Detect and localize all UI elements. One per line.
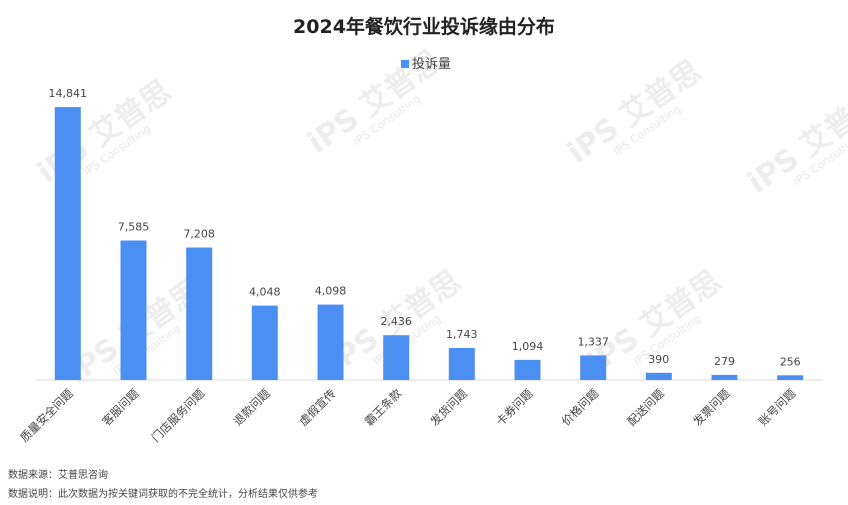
x-tick-label-8: 卡券问题	[493, 386, 536, 429]
value-label-7: 1,743	[446, 328, 478, 341]
watermark-brand: iPS 艾普思	[561, 54, 707, 171]
x-tick-label-1: 质量安全问题	[17, 386, 76, 445]
legend: 投诉量	[401, 56, 451, 72]
bar-2	[120, 240, 147, 380]
x-tick-label-10: 配送问题	[624, 386, 667, 429]
value-label-3: 7,208	[183, 228, 215, 241]
legend-swatch	[401, 60, 409, 68]
value-label-10: 390	[648, 353, 669, 366]
data-source-text: 数据来源：艾普思咨询	[8, 470, 108, 481]
value-labels-group: 14,841 7,585 7,208 4,048 4,098 2,436 1,743 1,09…	[49, 87, 801, 368]
value-label-1: 14,841	[49, 87, 88, 100]
bar-5	[317, 304, 344, 380]
value-label-8: 1,094	[512, 340, 544, 353]
value-label-2: 7,585	[118, 221, 150, 234]
x-tick-label-5: 虚假宣传	[296, 386, 338, 428]
data-note-text: 数据说明：此次数据为按关键词获取的不完全统计，分析结果仅供参考	[8, 489, 318, 500]
value-label-6: 2,436	[380, 315, 412, 328]
x-tick-labels-group: 质量安全问题 客服问题 门店服务问题 退款问题 虚假宣传 霸王条款 发货问题 卡券问题 价格问题…	[17, 386, 798, 445]
bars-group	[54, 107, 804, 380]
bar-10	[645, 372, 672, 380]
value-label-9: 1,337	[577, 335, 609, 348]
x-tick-label-9: 价格问题	[559, 386, 602, 429]
x-tick-label-6: 霸王条款	[362, 386, 405, 429]
value-label-4: 4,048	[249, 286, 281, 299]
bar-6	[383, 335, 410, 380]
chart-title: 2024年餐饮行业投诉缘由分布	[293, 15, 555, 38]
bar-9	[580, 355, 607, 380]
value-label-11: 279	[714, 355, 735, 368]
bar-11	[711, 374, 738, 380]
bar-3	[186, 247, 213, 380]
x-tick-label-3: 门店服务问题	[149, 386, 208, 445]
bar-8	[514, 359, 541, 380]
legend-entry: 投诉量	[412, 56, 451, 72]
x-tick-label-11: 发票问题	[690, 386, 733, 429]
bar-7	[448, 348, 475, 380]
bar-4	[251, 305, 278, 380]
bar-1	[54, 107, 81, 380]
x-tick-label-4: 退款问题	[230, 386, 273, 429]
bar-12	[777, 375, 804, 380]
value-label-12: 256	[780, 355, 801, 368]
x-tick-label-2: 客服问题	[99, 386, 142, 429]
x-tick-label-7: 发货问题	[427, 386, 470, 429]
value-label-5: 4,098	[315, 285, 347, 298]
x-tick-label-12: 账号问题	[756, 386, 799, 429]
